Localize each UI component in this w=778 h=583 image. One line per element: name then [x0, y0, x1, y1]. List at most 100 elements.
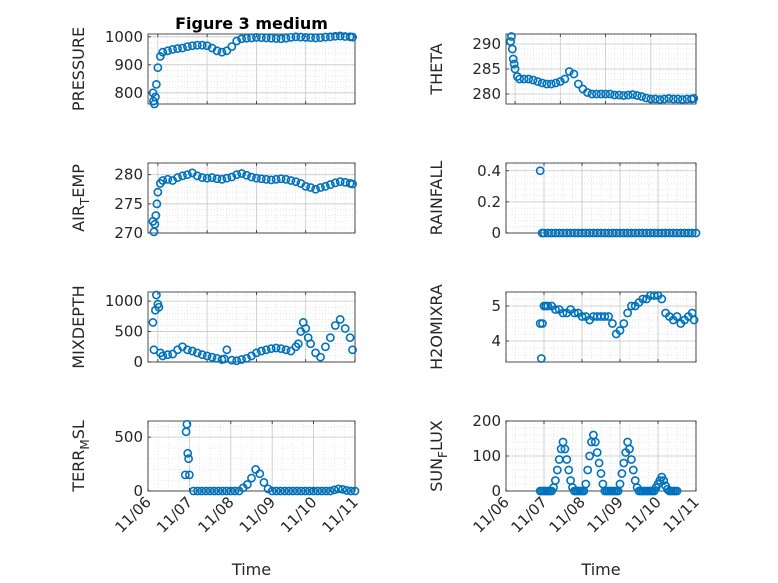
y-tick-label: 275 [114, 195, 143, 213]
data-point [614, 90, 624, 100]
data-point [569, 69, 579, 79]
data-point [628, 90, 638, 99]
data-point [261, 345, 271, 355]
subplot-rainfall: 0 0.2 0.4 RAINFALL [427, 161, 701, 242]
data-point [657, 294, 667, 304]
data-point [587, 89, 597, 99]
data-point [546, 79, 556, 89]
data-point [533, 77, 543, 86]
data-point [646, 94, 656, 104]
y-tick-label: 1000 [105, 28, 143, 46]
data-point [271, 486, 281, 496]
data-point [335, 177, 345, 187]
data-point [280, 486, 290, 496]
data-point [301, 181, 311, 191]
data-point [178, 43, 187, 53]
y-tick-label: 0 [491, 482, 501, 500]
data-point [581, 479, 591, 489]
data-point [276, 486, 285, 496]
data-point [168, 349, 178, 359]
data-point [551, 78, 561, 88]
data-point [573, 79, 583, 89]
data-point [325, 333, 335, 343]
data-point [623, 90, 633, 100]
y-tick-label: 100 [472, 447, 501, 465]
data-point [222, 345, 232, 355]
y-tick-label: 0.4 [477, 162, 501, 180]
y-tick-label: 500 [114, 323, 143, 341]
data-point [183, 345, 192, 355]
data-point [305, 486, 314, 496]
data-point [508, 54, 518, 64]
data-point [524, 74, 534, 84]
data-point [212, 46, 222, 56]
data-point [623, 308, 632, 318]
data-point [316, 352, 325, 362]
y-tick-label: 280 [114, 166, 143, 184]
data-point [259, 477, 269, 487]
data-point [197, 350, 207, 360]
data-point [222, 173, 232, 183]
data-point [596, 469, 606, 478]
data-point [222, 46, 232, 56]
data-point [590, 437, 600, 447]
data-point [189, 486, 198, 496]
data-point [617, 469, 627, 478]
data-point [560, 444, 570, 454]
y-tick-label: 0.2 [477, 193, 501, 211]
data-point [183, 448, 193, 458]
data-point [536, 354, 546, 363]
data-point [150, 92, 160, 102]
data-point [668, 94, 678, 104]
data-point [627, 301, 636, 311]
chart-title: Figure 3 medium [175, 14, 328, 33]
data-point [330, 31, 340, 41]
data-point [321, 181, 330, 191]
data-point [173, 44, 182, 53]
subplot-pressure: 800 900 1000 PRESSURE Figure 3 medium [69, 14, 357, 111]
data-point [610, 90, 619, 100]
data-point [316, 33, 325, 43]
y-axis-label: H2OMIXRA [427, 284, 446, 370]
data-point [592, 448, 602, 457]
data-point [276, 34, 286, 44]
y-tick-label: 285 [472, 60, 501, 78]
data-point [538, 319, 547, 328]
data-point [601, 89, 610, 99]
data-point [342, 486, 352, 495]
y-axis-label: PRESSURE [69, 27, 88, 111]
data-point [152, 199, 162, 209]
data-point [301, 32, 311, 42]
data-point [321, 32, 330, 42]
data-point [271, 34, 281, 43]
data-point [218, 486, 227, 496]
data-point [628, 465, 638, 475]
y-tick-label: 0 [491, 224, 501, 242]
data-point [237, 355, 247, 364]
y-axis-label: TERRMSL [69, 420, 92, 493]
data-point [183, 170, 192, 180]
data-point [348, 32, 357, 42]
data-point [151, 80, 161, 89]
data-point [673, 94, 683, 104]
data-point [345, 333, 355, 343]
data-point [311, 184, 320, 194]
y-tick-label: 0 [133, 353, 143, 371]
data-point [346, 486, 356, 496]
data-point [288, 486, 298, 496]
data-point [615, 326, 625, 335]
data-point [187, 346, 197, 356]
data-point [173, 173, 182, 182]
data-point [232, 36, 242, 46]
data-point [242, 170, 251, 180]
data-point [197, 486, 207, 496]
data-point [672, 312, 682, 321]
data-point [184, 470, 194, 480]
data-point [560, 74, 570, 84]
data-point [148, 318, 158, 327]
data-point [227, 42, 237, 51]
data-point [340, 324, 350, 333]
data-point [335, 31, 345, 41]
data-point [178, 171, 187, 181]
